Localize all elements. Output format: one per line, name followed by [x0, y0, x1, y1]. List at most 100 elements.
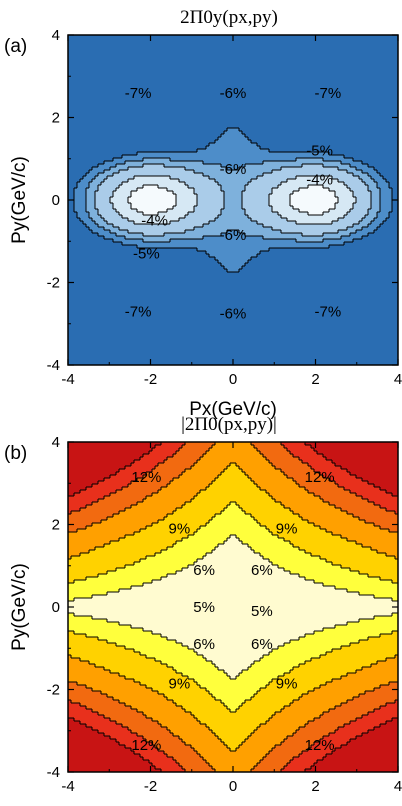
heatmap-cell [116, 472, 147, 476]
heatmap-cell [257, 520, 309, 524]
heatmap-cell [68, 194, 75, 198]
heatmap-cell [68, 454, 144, 458]
heatmap-cell [68, 245, 138, 249]
heatmap-cell [380, 526, 398, 530]
heatmap-cell [332, 562, 398, 566]
heatmap-cell [272, 679, 333, 683]
heatmap-cell [98, 233, 117, 237]
heatmap-cell [374, 484, 398, 488]
heatmap-cell [119, 170, 195, 174]
heatmap-cell [161, 577, 306, 581]
heatmap-cell [386, 658, 398, 662]
heatmap-cell [263, 655, 321, 659]
heatmap-cell [74, 580, 153, 584]
heatmap-cell [68, 574, 99, 578]
heatmap-cell [68, 769, 162, 772]
heatmap-cell [290, 541, 357, 545]
heatmap-cell [302, 460, 333, 464]
heatmap-cell [212, 730, 255, 734]
heatmap-cell [68, 730, 99, 734]
heatmap-cell [272, 463, 309, 467]
heatmap-cell [68, 323, 398, 327]
heatmap-cell [356, 493, 393, 497]
heatmap-cell [68, 622, 120, 626]
heatmap-cell [269, 652, 327, 656]
heatmap-cell [179, 736, 219, 740]
heatmap-cell [293, 544, 363, 548]
heatmap-cell [224, 703, 243, 707]
heatmap-cell [104, 236, 126, 240]
heatmap-cell [275, 745, 312, 749]
heatmap-cell [299, 664, 372, 668]
heatmap-cell [125, 508, 177, 512]
heatmap-cell [68, 619, 108, 623]
heatmap-cell [77, 682, 141, 686]
heatmap-cell [269, 197, 291, 201]
heatmap-cell [221, 188, 246, 192]
heatmap-cell [68, 206, 75, 210]
heatmap-cell [86, 173, 99, 177]
contour-label: 6% [193, 636, 215, 653]
heatmap-cell [308, 748, 336, 752]
heatmap-cell [68, 350, 398, 354]
heatmap-cell [371, 176, 384, 180]
heatmap-cell [275, 499, 324, 503]
heatmap-cell [113, 239, 144, 243]
heatmap-cell [68, 137, 219, 141]
heatmap-cell [290, 640, 360, 644]
heatmap-cell [281, 469, 315, 473]
heatmap-cell [287, 475, 324, 479]
heatmap-cell [263, 224, 354, 228]
heatmap-cell [371, 664, 398, 668]
heatmap-cell [68, 463, 132, 467]
heatmap-cell [143, 233, 165, 237]
heatmap-cell [392, 206, 398, 210]
heatmap-cell [194, 463, 231, 467]
heatmap-cell [206, 724, 261, 728]
heatmap-cell [374, 688, 398, 692]
heatmap-cell [167, 514, 216, 518]
heatmap-cell [119, 700, 174, 704]
heatmap-cell [131, 481, 171, 485]
heatmap-cell [80, 703, 126, 707]
heatmap-cell [293, 511, 348, 515]
contour-label: 6% [193, 562, 215, 579]
heatmap-cell [323, 158, 354, 162]
heatmap-cell [68, 511, 72, 515]
heatmap-cell [89, 215, 102, 219]
heatmap-cell [374, 595, 398, 599]
heatmap-cell [257, 176, 297, 180]
heatmap-cell [164, 164, 222, 168]
heatmap-cell [335, 730, 369, 734]
heatmap-cell [68, 290, 398, 294]
heatmap-cell [296, 158, 324, 162]
heatmap-cell [311, 445, 398, 449]
heatmap-cell [278, 185, 309, 189]
heatmap-cell [224, 131, 243, 135]
heatmap-cell [230, 463, 237, 467]
heatmap-cell [119, 511, 174, 515]
heatmap-cell [368, 209, 381, 213]
heatmap-cell [224, 203, 243, 207]
heatmap-cell [224, 670, 243, 674]
heatmap-cell [242, 206, 273, 210]
heatmap-cell [128, 230, 186, 234]
heatmap-cell [143, 499, 192, 503]
heatmap-cell [353, 194, 372, 198]
heatmap-cell [338, 727, 375, 731]
heatmap-cell [116, 164, 144, 168]
heatmap-cell [107, 592, 360, 596]
heatmap-cell [305, 634, 381, 638]
heatmap-cell [239, 673, 285, 677]
heatmap-cell [221, 212, 246, 216]
heatmap-cell [242, 742, 282, 746]
heatmap-cell [353, 697, 398, 701]
x-tick-label: -2 [144, 778, 157, 795]
heatmap-cell [143, 712, 192, 716]
heatmap-cell [392, 718, 398, 722]
heatmap-cell [152, 631, 315, 635]
heatmap-cell [347, 700, 396, 704]
heatmap-cell [230, 502, 237, 506]
heatmap-cell [152, 763, 180, 767]
heatmap-cell [125, 161, 204, 165]
